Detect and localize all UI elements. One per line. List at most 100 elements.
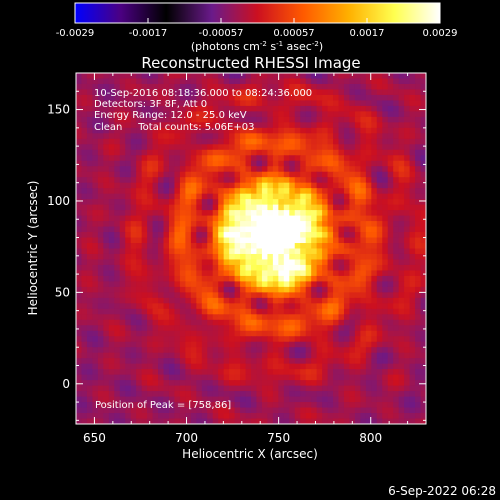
heatmap-cell	[294, 341, 301, 348]
heatmap-cell	[207, 73, 214, 80]
heatmap-cell	[86, 413, 94, 420]
heatmap-cell	[179, 369, 186, 376]
heatmap-cell	[256, 204, 263, 211]
heatmap-cell	[311, 83, 318, 91]
heatmap-cell	[212, 297, 219, 304]
heatmap-cell	[311, 319, 318, 326]
heatmap-cell	[158, 281, 165, 288]
heatmap-cell	[174, 330, 181, 337]
heatmap-cell	[174, 232, 181, 239]
heatmap-cell	[174, 270, 181, 277]
heatmap-cell	[267, 83, 274, 91]
heatmap-cell	[300, 210, 307, 217]
heatmap-cell	[92, 325, 99, 332]
heatmap-cell	[387, 226, 394, 233]
heatmap-cell	[196, 215, 203, 222]
heatmap-cell	[398, 308, 405, 315]
heatmap-cell	[114, 83, 121, 91]
heatmap-cell	[267, 275, 274, 282]
heatmap-cell	[179, 100, 186, 107]
heatmap-cell	[97, 325, 104, 332]
heatmap-cell	[223, 182, 230, 189]
heatmap-cell	[289, 221, 296, 228]
heatmap-cell	[125, 182, 132, 189]
heatmap-cell	[218, 413, 225, 420]
heatmap-cell	[300, 325, 307, 332]
heatmap-cell	[261, 138, 269, 145]
heatmap-cell	[218, 83, 225, 91]
heatmap-cell	[201, 78, 208, 85]
heatmap-cell	[212, 237, 219, 244]
heatmap-cell	[333, 127, 340, 134]
heatmap-cell	[420, 204, 426, 211]
heatmap-cell	[316, 330, 323, 337]
heatmap-cell	[251, 83, 258, 91]
heatmap-cell	[174, 341, 181, 348]
heatmap-cell	[103, 418, 110, 424]
heatmap-cell	[174, 292, 181, 299]
heatmap-cell	[420, 330, 426, 337]
heatmap-cell	[343, 83, 351, 91]
heatmap-cell	[327, 166, 334, 173]
heatmap-cell	[130, 259, 137, 266]
heatmap-cell	[322, 171, 329, 178]
heatmap-cell	[261, 166, 269, 173]
heatmap-cell	[125, 210, 132, 217]
heatmap-cell	[218, 358, 225, 365]
heatmap-cell	[354, 100, 361, 107]
heatmap-cell	[92, 100, 99, 107]
heatmap-cell	[158, 89, 165, 96]
heatmap-cell	[300, 407, 307, 414]
heatmap-cell	[245, 325, 252, 332]
heatmap-cell	[163, 166, 170, 173]
heatmap-cell	[409, 341, 416, 348]
heatmap-cell	[338, 215, 345, 222]
heatmap-cell	[371, 292, 378, 299]
heatmap-cell	[119, 221, 126, 228]
heatmap-cell	[382, 363, 389, 370]
heatmap-cell	[125, 204, 132, 211]
heatmap-cell	[147, 122, 154, 129]
heatmap-cell	[240, 199, 247, 206]
heatmap-cell	[97, 413, 104, 420]
heatmap-cell	[272, 133, 279, 140]
heatmap-cell	[294, 281, 301, 288]
heatmap-cell	[256, 188, 263, 195]
heatmap-cell	[108, 177, 115, 184]
heatmap-cell	[289, 325, 296, 332]
heatmap-cell	[382, 286, 389, 293]
heatmap-cell	[338, 396, 345, 403]
heatmap-cell	[136, 347, 143, 354]
heatmap-cell	[316, 363, 323, 370]
heatmap-cell	[212, 221, 219, 228]
heatmap-cell	[365, 292, 372, 299]
heatmap-cell	[272, 100, 279, 107]
heatmap-cell	[349, 73, 356, 80]
heatmap-cell	[141, 105, 148, 112]
heatmap-cell	[272, 336, 279, 343]
heatmap-cell	[190, 330, 197, 337]
heatmap-cell	[158, 138, 165, 145]
heatmap-cell	[86, 330, 94, 337]
heatmap-cell	[333, 380, 340, 387]
heatmap-cell	[300, 122, 307, 129]
heatmap-cell	[333, 319, 340, 326]
heatmap-cell	[92, 418, 99, 424]
heatmap-cell	[223, 347, 230, 354]
heatmap-cell	[349, 303, 356, 310]
heatmap-cell	[409, 385, 416, 392]
heatmap-cell	[97, 330, 104, 337]
heatmap-cell	[108, 100, 115, 107]
heatmap-cell	[114, 193, 121, 200]
heatmap-cell	[130, 78, 137, 85]
heatmap-cell	[316, 188, 323, 195]
heatmap-cell	[234, 226, 241, 233]
heatmap-cell	[283, 232, 290, 239]
heatmap-cell	[163, 237, 170, 244]
heatmap-cell	[420, 363, 426, 370]
heatmap-cell	[114, 341, 121, 348]
heatmap-cell	[136, 314, 143, 321]
heatmap-cell	[393, 89, 400, 96]
heatmap-cell	[207, 264, 214, 272]
heatmap-cell	[404, 105, 411, 112]
